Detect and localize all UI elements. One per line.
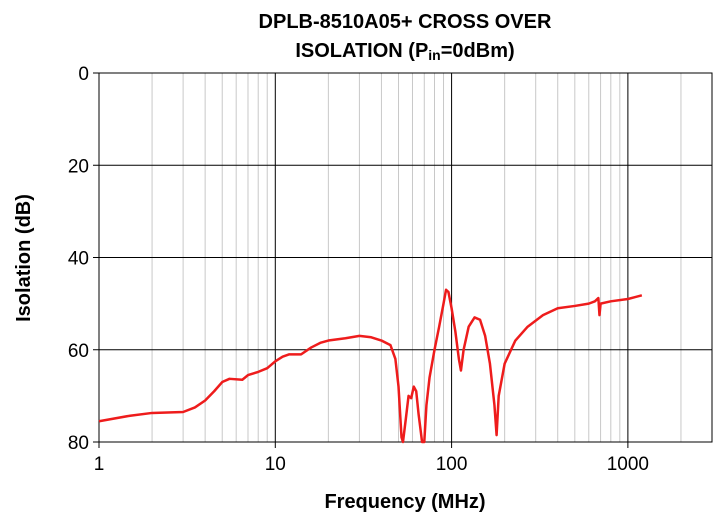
x-tick-label: 100 xyxy=(436,454,468,475)
y-tick-label: 60 xyxy=(68,341,89,362)
title-part: ISOLATION (P xyxy=(295,40,428,62)
y-axis-title: Isolation (dB) xyxy=(13,194,35,322)
x-tick-label: 1 xyxy=(94,454,105,475)
title-subscript: in xyxy=(428,47,440,63)
y-tick-label: 40 xyxy=(68,249,89,270)
y-tick-label: 80 xyxy=(68,433,89,454)
x-tick-label: 1000 xyxy=(607,454,649,475)
plot-frame xyxy=(98,72,713,443)
y-tick-label: 0 xyxy=(78,64,89,85)
data-line xyxy=(98,288,643,444)
x-tick-label: 10 xyxy=(265,454,286,475)
title-part: =0dBm) xyxy=(441,40,515,62)
y-tick-label: 20 xyxy=(68,156,89,177)
chart-title: DPLB-8510A05+ CROSS OVER xyxy=(259,11,552,33)
chart-title: ISOLATION (Pin=0dBm) xyxy=(295,40,514,63)
x-axis-title: Frequency (MHz) xyxy=(324,491,485,513)
